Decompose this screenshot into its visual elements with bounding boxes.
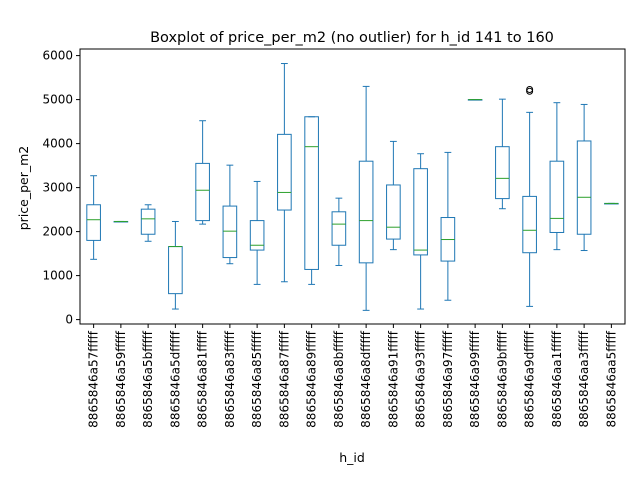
- x-tick-label: 8865846a91fffff: [386, 330, 400, 428]
- box-8865846a5dfffff: [168, 220, 183, 310]
- box-8865846a81fffff: [195, 120, 210, 225]
- iqr-box: [413, 168, 428, 256]
- x-tick-label: 8865846a9bfffff: [495, 330, 509, 428]
- outlier-point: [526, 85, 534, 93]
- iqr-box: [249, 220, 265, 251]
- x-tick-label: 8865846a83fffff: [223, 330, 237, 428]
- box-8865846a83fffff: [222, 164, 238, 265]
- x-axis-label: h_id: [339, 450, 365, 465]
- x-tick-label: 8865846a85fffff: [250, 330, 264, 428]
- box-8865846a85fffff: [249, 180, 265, 285]
- box-8865846a59fffff: [113, 220, 129, 223]
- box-8865846aa5fffff: [604, 202, 619, 205]
- x-axis-ticks: 8865846a57fffff 8865846a59fffff 8865846a5b…: [87, 324, 618, 428]
- iqr-box: [386, 184, 401, 240]
- iqr-box: [576, 140, 592, 235]
- y-axis-label: price_per_m2: [16, 146, 31, 231]
- box-8865846aa1fffff: [549, 102, 565, 251]
- box-8865846a93fffff: [413, 153, 428, 310]
- iqr-box: [304, 116, 319, 270]
- x-tick-label: 8865846a8bfffff: [332, 330, 346, 428]
- iqr-box: [222, 205, 238, 259]
- x-tick-label: 8865846a57fffff: [87, 330, 101, 428]
- y-tick-label: 5000: [42, 93, 73, 107]
- y-tick-label: 4000: [42, 137, 73, 151]
- y-tick-label: 3000: [42, 181, 73, 195]
- box-series: [86, 63, 619, 311]
- box-8865846a87fffff: [277, 63, 292, 283]
- y-axis-ticks: 0 1000 2000 3000 4000 5000 6000: [42, 49, 80, 327]
- x-tick-label: 8865846aa5fffff: [604, 330, 618, 427]
- x-tick-label: 8865846a81fffff: [196, 330, 210, 428]
- plot-area-frame: [79, 48, 626, 325]
- box-8865846a8bfffff: [331, 197, 347, 266]
- iqr-box: [86, 204, 101, 241]
- box-8865846a9dfffff: [522, 85, 537, 307]
- x-tick-label: 8865846a87fffff: [277, 330, 291, 428]
- box-8865846a5bfffff: [140, 204, 156, 242]
- x-tick-label: 8865846a89fffff: [305, 330, 319, 428]
- box-8865846a99fffff: [467, 99, 483, 101]
- y-tick-label: 0: [65, 313, 73, 327]
- x-tick-label: 8865846a59fffff: [114, 330, 128, 428]
- iqr-box: [331, 211, 347, 246]
- x-tick-label: 8865846a5dfffff: [168, 330, 182, 428]
- iqr-box: [140, 208, 156, 235]
- box-8865846a8dfffff: [358, 85, 374, 311]
- box-8865846aa3fffff: [576, 103, 592, 252]
- iqr-box: [277, 133, 292, 211]
- box-8865846a9bfffff: [495, 98, 510, 210]
- x-tick-label: 8865846a5bfffff: [141, 330, 155, 428]
- x-tick-label: 8865846a8dfffff: [359, 330, 373, 428]
- x-tick-label: 8865846a9dfffff: [523, 330, 537, 428]
- iqr-box: [549, 160, 565, 233]
- box-8865846a97fffff: [440, 151, 456, 301]
- x-tick-label: 8865846a97fffff: [441, 330, 455, 428]
- box-8865846a91fffff: [386, 140, 401, 251]
- x-tick-label: 8865846aa1fffff: [550, 330, 564, 427]
- iqr-box: [358, 160, 374, 264]
- y-tick-label: 6000: [42, 49, 73, 63]
- y-tick-label: 2000: [42, 225, 73, 239]
- chart-title: Boxplot of price_per_m2 (no outlier) for…: [150, 30, 554, 46]
- y-tick-label: 1000: [42, 269, 73, 283]
- x-tick-label: 8865846a93fffff: [414, 330, 428, 428]
- x-tick-label: 8865846aa3fffff: [577, 330, 591, 427]
- iqr-box: [522, 195, 537, 254]
- box-8865846a89fffff: [304, 116, 319, 285]
- box-8865846a57fffff: [86, 175, 101, 260]
- iqr-box: [195, 162, 210, 222]
- x-tick-label: 8865846a99fffff: [468, 330, 482, 428]
- iqr-box: [495, 146, 510, 200]
